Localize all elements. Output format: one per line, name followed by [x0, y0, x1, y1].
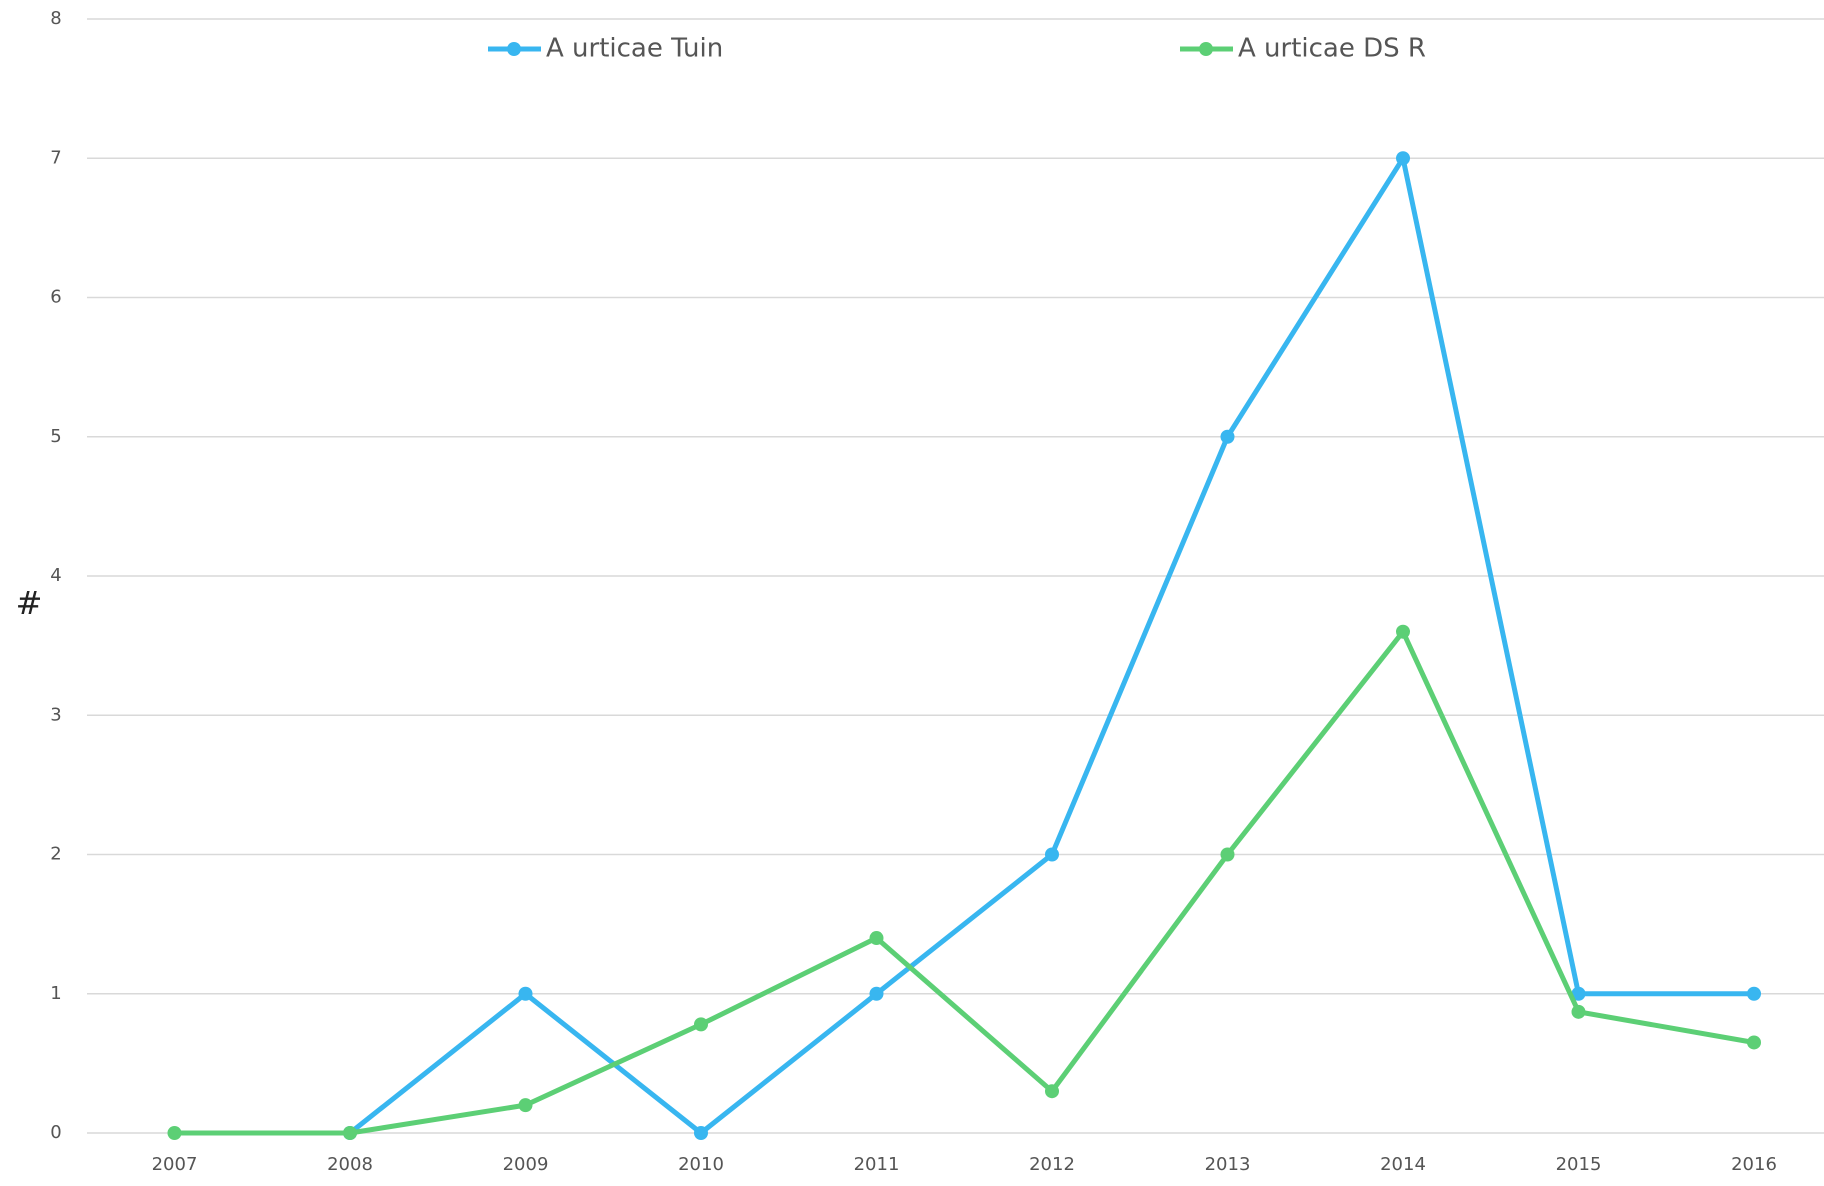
data-point — [1045, 1084, 1059, 1099]
x-tick-label: 2010 — [678, 1154, 724, 1175]
y-tick-label: 7 — [50, 147, 61, 168]
y-tick-label: 4 — [50, 565, 61, 586]
data-point — [1571, 1004, 1586, 1019]
x-tick-label: 2012 — [1029, 1154, 1075, 1175]
x-tick-label: 2014 — [1380, 1154, 1426, 1175]
data-point — [1747, 986, 1761, 1001]
data-point — [694, 1126, 708, 1140]
y-tick-label: 8 — [50, 8, 61, 29]
series-line — [174, 629, 1755, 1136]
x-tick-label: 2007 — [152, 1154, 198, 1175]
data-point — [1220, 847, 1235, 862]
data-point — [869, 931, 884, 946]
data-point — [518, 986, 533, 1001]
y-tick-label: 5 — [50, 426, 61, 447]
legend-label: A urticae DS R — [1238, 34, 1426, 64]
data-point — [694, 1017, 708, 1032]
legend-label: A urticae Tuin — [546, 34, 723, 64]
data-point — [869, 986, 884, 1001]
data-point — [1396, 624, 1410, 639]
y-tick-label: 6 — [50, 287, 61, 308]
data-point — [1220, 429, 1235, 444]
data-point — [1747, 1035, 1761, 1050]
data-point — [518, 1098, 533, 1113]
data-point — [167, 1126, 182, 1140]
y-tick-label: 1 — [50, 983, 61, 1004]
y-tick-label: 2 — [50, 844, 61, 865]
legend-marker — [507, 42, 521, 56]
y-tick-label: 0 — [50, 1122, 61, 1143]
data-point — [1045, 847, 1059, 862]
x-tick-label: 2011 — [854, 1154, 900, 1175]
data-point — [1571, 986, 1586, 1001]
series-line — [348, 155, 1754, 1136]
x-tick-label: 2013 — [1205, 1154, 1251, 1175]
x-tick-label: 2008 — [327, 1154, 373, 1175]
data-point — [343, 1126, 357, 1140]
y-axis-label: # — [16, 584, 43, 622]
legend-marker — [1199, 42, 1213, 56]
x-tick-label: 2015 — [1556, 1154, 1602, 1175]
x-tick-label: 2009 — [503, 1154, 549, 1175]
data-point — [1396, 151, 1410, 166]
y-tick-label: 3 — [50, 704, 61, 725]
x-tick-label: 2016 — [1731, 1154, 1777, 1175]
